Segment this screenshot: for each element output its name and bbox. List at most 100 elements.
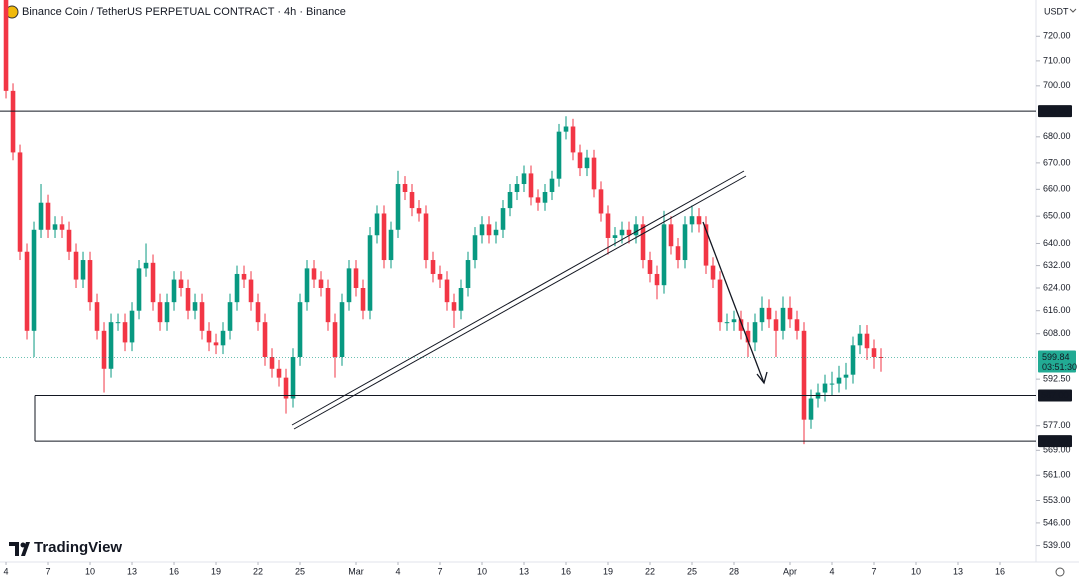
y-tick-label: 700.00 [1043,80,1071,90]
x-tick-label: 7 [871,566,876,576]
candle-body [563,126,569,132]
candle-body [185,288,191,311]
candle-body [843,374,849,378]
y-tick-label: 592.50 [1043,374,1071,384]
candle-body [626,229,632,236]
candle-body [101,330,107,369]
candle-body [248,279,254,303]
candle-body [220,330,226,346]
candle-body [304,268,310,303]
candle-body [738,319,744,331]
candle-body [794,319,800,331]
candle-body [255,302,261,323]
candle-body [724,322,730,324]
y-tick-label: 553.00 [1043,495,1071,505]
y-tick-label: 680.00 [1043,131,1071,141]
price-level-box [1038,389,1072,402]
candle-body [283,377,289,399]
price-level-label: 690.00 [1041,106,1069,116]
candle-body [689,216,695,225]
x-tick-label: 10 [477,566,487,576]
candle-body [115,322,121,324]
candle-body [339,302,345,358]
candle-body [535,197,541,203]
x-tick-label: 16 [169,566,179,576]
candle-body [430,260,436,274]
candle-body [3,0,9,91]
candle-body [759,307,765,323]
x-tick-label: 13 [519,566,529,576]
y-tick-label: 632.00 [1043,260,1071,270]
candle-body [591,157,597,190]
candle-body [451,302,457,311]
candle-body [213,342,219,346]
candle-body [661,224,667,286]
candle-body [752,322,758,343]
settings-icon[interactable] [1055,567,1065,577]
candle-body [808,398,814,420]
y-tick-label: 670.00 [1043,157,1071,167]
logo [9,542,30,556]
candle-body [45,202,51,230]
candle-body [388,229,394,261]
candle-body [703,224,709,266]
x-tick-label: 19 [603,566,613,576]
trendline [291,170,747,430]
candle-body [325,288,331,323]
x-tick-label: 25 [687,566,697,576]
candle-body [836,377,842,384]
candle-body [17,152,23,252]
candle-body [556,131,562,179]
candle-body [31,229,37,331]
candle-body [444,279,450,303]
candle-body [360,288,366,311]
candle-body [731,319,737,323]
candle-body [528,173,534,198]
y-tick-label: 539.00 [1043,540,1071,550]
x-tick-label: 16 [561,566,571,576]
candle-body [367,235,373,311]
x-tick-label: Apr [783,566,797,576]
candle-body [10,90,16,153]
candle-body [199,302,205,331]
y-tick-label: 624.00 [1043,282,1071,292]
candle-body [353,268,359,289]
candle-body [234,273,240,303]
candle-body [381,213,387,261]
candle-body [122,322,128,343]
candle-body [458,288,464,311]
x-tick-label: 10 [911,566,921,576]
candle-body [73,251,79,280]
candle-body [164,302,170,323]
candle-body [206,330,212,343]
y-tick-label: 660.00 [1043,184,1071,194]
candle-body [409,192,415,209]
candle-body [878,357,884,359]
y-tick-label: 577.00 [1043,420,1071,430]
price-level-box [1038,435,1072,448]
candle-body [745,330,751,343]
currency: USDT [1044,6,1069,16]
candle-body [241,273,247,280]
x-tick-label: 25 [295,566,305,576]
candle-body [192,302,198,311]
x-tick-label: 13 [127,566,137,576]
candle-body [542,192,548,203]
currency-menu[interactable] [1069,8,1077,13]
candle-body [647,260,653,274]
candle-body [157,302,163,323]
x-tick-label: 4 [4,566,9,576]
current-price-box [1038,350,1076,373]
candle-body [696,216,702,225]
candle-body [829,383,835,385]
x-tick-label: 19 [211,566,221,576]
candle-body [318,279,324,289]
candle-body [871,348,877,358]
x-tick-label: 13 [953,566,963,576]
plot-layer [0,0,1036,445]
candle-body [605,213,611,238]
x-tick-label: 22 [645,566,655,576]
candle-body [332,322,338,358]
candle-body [311,268,317,280]
